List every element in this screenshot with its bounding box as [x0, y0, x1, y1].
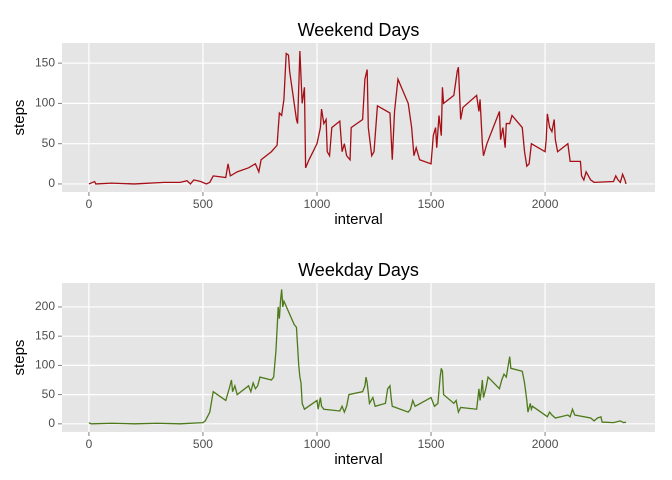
y-tick-label: 50	[42, 387, 56, 401]
x-axis-label: interval	[334, 211, 382, 228]
y-tick-label: 100	[35, 358, 55, 372]
y-tick-label: 0	[48, 416, 55, 430]
x-tick-label: 2000	[532, 437, 559, 451]
y-axis-label: steps	[11, 100, 28, 136]
x-tick-label: 1500	[418, 197, 445, 211]
y-axis-label: steps	[11, 340, 28, 376]
x-tick-label: 1500	[418, 437, 445, 451]
data-line	[88, 289, 627, 425]
y-tick-label: 200	[35, 299, 55, 313]
x-tick-label: 500	[193, 437, 213, 451]
plot-background	[62, 43, 655, 192]
data-line	[88, 51, 627, 185]
y-tick-label: 0	[48, 176, 55, 190]
x-tick-label: 2000	[532, 197, 559, 211]
chart-title: Weekday Days	[298, 260, 419, 280]
y-tick-label: 150	[35, 55, 55, 69]
x-tick-label: 0	[86, 197, 93, 211]
plot-background	[62, 283, 655, 432]
y-tick-label: 150	[35, 328, 55, 342]
y-tick-label: 100	[35, 96, 55, 110]
y-tick-label: 50	[42, 136, 56, 150]
x-tick-label: 1000	[304, 437, 331, 451]
x-tick-label: 1000	[304, 197, 331, 211]
x-tick-label: 0	[86, 437, 93, 451]
chart-title: Weekend Days	[298, 20, 420, 40]
x-tick-label: 500	[193, 197, 213, 211]
x-axis-label: interval	[334, 451, 382, 468]
